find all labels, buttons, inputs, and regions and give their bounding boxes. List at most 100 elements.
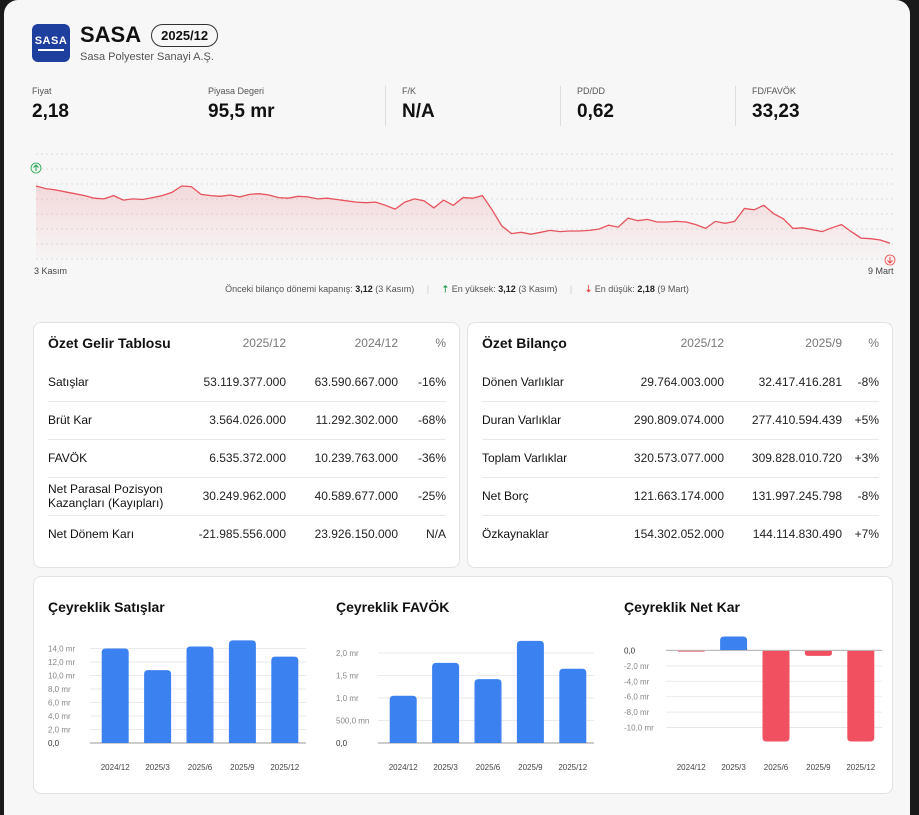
x-tick-label: 2024/12 — [677, 763, 706, 772]
x-tick-label: 2025/6 — [476, 763, 501, 772]
high-marker-icon — [30, 162, 42, 174]
card-title: Özet Gelir Tablosu — [48, 335, 171, 351]
bar-2025-3[interactable] — [144, 670, 172, 743]
previous-value: 131.997.245.798 — [724, 476, 842, 515]
col-header: 2025/12 — [680, 336, 724, 350]
bar-2025-12[interactable] — [271, 656, 299, 743]
y-tick-label: 0,0 — [336, 739, 348, 748]
previous-value: 32.417.416.281 — [758, 374, 842, 389]
bar-2024-12[interactable] — [389, 695, 417, 743]
current-value: 290.809.074.000 — [602, 400, 724, 439]
header: SASA SASA 2025/12 Sasa Polyester Sanayi … — [32, 22, 219, 63]
row-label: Net Borç — [482, 476, 602, 515]
table-row: Dönen Varlıklar 29.764.003.000 32.417.416.… — [482, 363, 879, 401]
bar-2025-3[interactable] — [432, 662, 460, 743]
current-value: 154.302.052.000 — [602, 514, 724, 553]
x-tick-label: 2025/9 — [806, 763, 831, 772]
current-value: 29.764.003.000 — [640, 374, 724, 389]
row-label: FAVÖK — [48, 438, 178, 477]
x-tick-label: 2024/12 — [389, 763, 418, 772]
y-tick-label: 500,0 mn — [336, 717, 369, 726]
y-tick-label: 10,0 mr — [48, 672, 75, 681]
previous-value: 277.410.594.439 — [724, 400, 842, 439]
metrics-row: Fiyat 2,18 Piyasa Degeri 95,5 mr F/K N/A… — [32, 86, 892, 130]
y-tick-label: 2,0 mr — [48, 726, 71, 735]
price-line — [35, 185, 891, 244]
col-header: 2024/12 — [354, 336, 398, 350]
chart-start-label: 3 Kasım — [34, 266, 68, 276]
metric-price: Fiyat 2,18 — [32, 86, 69, 126]
prev-close-date: (3 Kasım) — [375, 284, 415, 294]
change-percent: -8% — [842, 476, 879, 515]
change-percent: N/A — [398, 514, 446, 553]
x-tick-label: 2025/6 — [764, 763, 789, 772]
y-tick-label: 1,5 mr — [336, 672, 359, 681]
income-statement-card: Özet Gelir Tablosu 2025/12 2024/12 % Sat… — [33, 322, 460, 568]
row-label: Net Dönem Karı — [48, 514, 178, 553]
change-percent: -36% — [398, 438, 446, 477]
y-tick-label: 4,0 mr — [48, 712, 71, 721]
row-label: Özkaynaklar — [482, 514, 602, 553]
bar-2025-9[interactable] — [804, 650, 832, 656]
prev-close-value: 3,12 — [355, 284, 373, 294]
chart-title-sales: Çeyreklik Satışlar — [48, 599, 165, 615]
row-label: Toplam Varlıklar — [482, 438, 602, 477]
y-tick-label: 12,0 mr — [48, 658, 75, 667]
metric-label: FD/FAVÖK — [752, 86, 796, 96]
bar-2025-9[interactable] — [228, 640, 256, 743]
x-tick-label: 2025/6 — [188, 763, 213, 772]
previous-value: 23.926.150.000 — [286, 514, 398, 553]
low-marker-icon — [884, 254, 896, 266]
bar-2025-3[interactable] — [720, 636, 748, 651]
x-tick-label: 2025/9 — [230, 763, 255, 772]
col-header: % — [435, 336, 446, 350]
arrow-down-icon: ⇣ — [584, 284, 593, 294]
quarterly-ebitda-chart[interactable]: 0,0 500,0 mn 1,0 mr 1,5 mr 2,0 mr 2024/12 2025… — [330, 625, 602, 777]
bar-2024-12[interactable] — [101, 648, 129, 744]
bar-2025-12[interactable] — [847, 650, 875, 742]
x-tick-label: 2025/3 — [721, 763, 746, 772]
high-date: (3 Kasım) — [518, 284, 558, 294]
bar-2025-9[interactable] — [516, 640, 544, 743]
price-area — [36, 186, 890, 258]
row-label: Brüt Kar — [48, 400, 178, 439]
range-info: Önceki bilanço dönemi kapanış: 3,12 (3 K… — [225, 284, 689, 294]
prev-close-label: Önceki bilanço dönemi kapanış: — [225, 284, 353, 294]
table-row: Brüt Kar 3.564.026.000 11.292.302.000 -68% — [48, 400, 446, 439]
metric-pe: F/K N/A — [385, 86, 435, 126]
card-title: Özet Bilanço — [482, 335, 567, 351]
x-tick-label: 2025/3 — [433, 763, 458, 772]
quarterly-charts-card: Çeyreklik Satışlar Çeyreklik FAVÖK Çeyre… — [33, 576, 893, 794]
high-label: En yüksek: — [451, 284, 496, 294]
bar-2025-6[interactable] — [762, 650, 790, 742]
ticker-symbol: SASA — [80, 22, 142, 47]
metric-value: 0,62 — [577, 101, 614, 122]
table-row: Toplam Varlıklar 320.573.077.000 309.828.0… — [482, 438, 879, 477]
quarterly-sales-chart[interactable]: 0,0 2,0 mr 4,0 mr 6,0 mr 8,0 mr 10,0 mr 12,0 m… — [42, 625, 314, 777]
table-row: Duran Varlıklar 290.809.074.000 277.410.59… — [482, 400, 879, 439]
quarterly-net-profit-chart[interactable]: 0,0 -2,0 mr -4,0 mr -6,0 mr -8,0 mr -10,0 mr 2… — [618, 625, 890, 777]
change-percent: +3% — [842, 438, 879, 477]
bar-2025-12[interactable] — [559, 668, 587, 743]
bar-2025-6[interactable] — [186, 646, 214, 743]
y-tick-label: 14,0 mr — [48, 645, 75, 654]
row-label: Satışlar — [48, 374, 89, 389]
y-tick-label: -8,0 mr — [624, 708, 650, 717]
table-row: Özkaynaklar 154.302.052.000 144.114.830.49… — [482, 514, 879, 553]
y-tick-label: 6,0 mr — [48, 699, 71, 708]
metric-pb: PD/DD 0,62 — [560, 86, 614, 126]
y-tick-label: -4,0 mr — [624, 677, 650, 686]
y-tick-label: 2,0 mr — [336, 649, 359, 658]
price-chart[interactable] — [28, 150, 898, 280]
y-tick-label: 0,0 — [48, 739, 60, 748]
period-badge[interactable]: 2025/12 — [151, 23, 219, 47]
table-row: Net Borç 121.663.174.000 131.997.245.798 -8… — [482, 476, 879, 515]
metric-value: 2,18 — [32, 101, 69, 122]
table-row: Net Dönem Karı -21.985.556.000 23.926.150.… — [48, 514, 446, 553]
bar-2025-6[interactable] — [474, 679, 502, 743]
metric-market-cap: Piyasa Degeri 95,5 mr — [208, 86, 275, 126]
metric-label: PD/DD — [577, 86, 606, 96]
x-tick-label: 2025/12 — [846, 763, 875, 772]
metric-value: 95,5 mr — [208, 101, 275, 122]
row-label: Net Parasal Pozisyon Kazançları (Kayıpla… — [48, 476, 178, 515]
